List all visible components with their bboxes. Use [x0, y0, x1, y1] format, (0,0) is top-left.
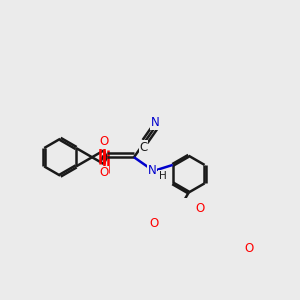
Text: O: O	[99, 135, 108, 148]
Text: O: O	[99, 166, 108, 179]
Text: N: N	[151, 116, 159, 129]
Text: O: O	[245, 242, 254, 255]
Text: O: O	[195, 202, 204, 215]
Text: H: H	[159, 171, 167, 181]
Text: N: N	[148, 164, 156, 177]
Text: O: O	[149, 217, 158, 230]
Text: C: C	[139, 141, 148, 154]
